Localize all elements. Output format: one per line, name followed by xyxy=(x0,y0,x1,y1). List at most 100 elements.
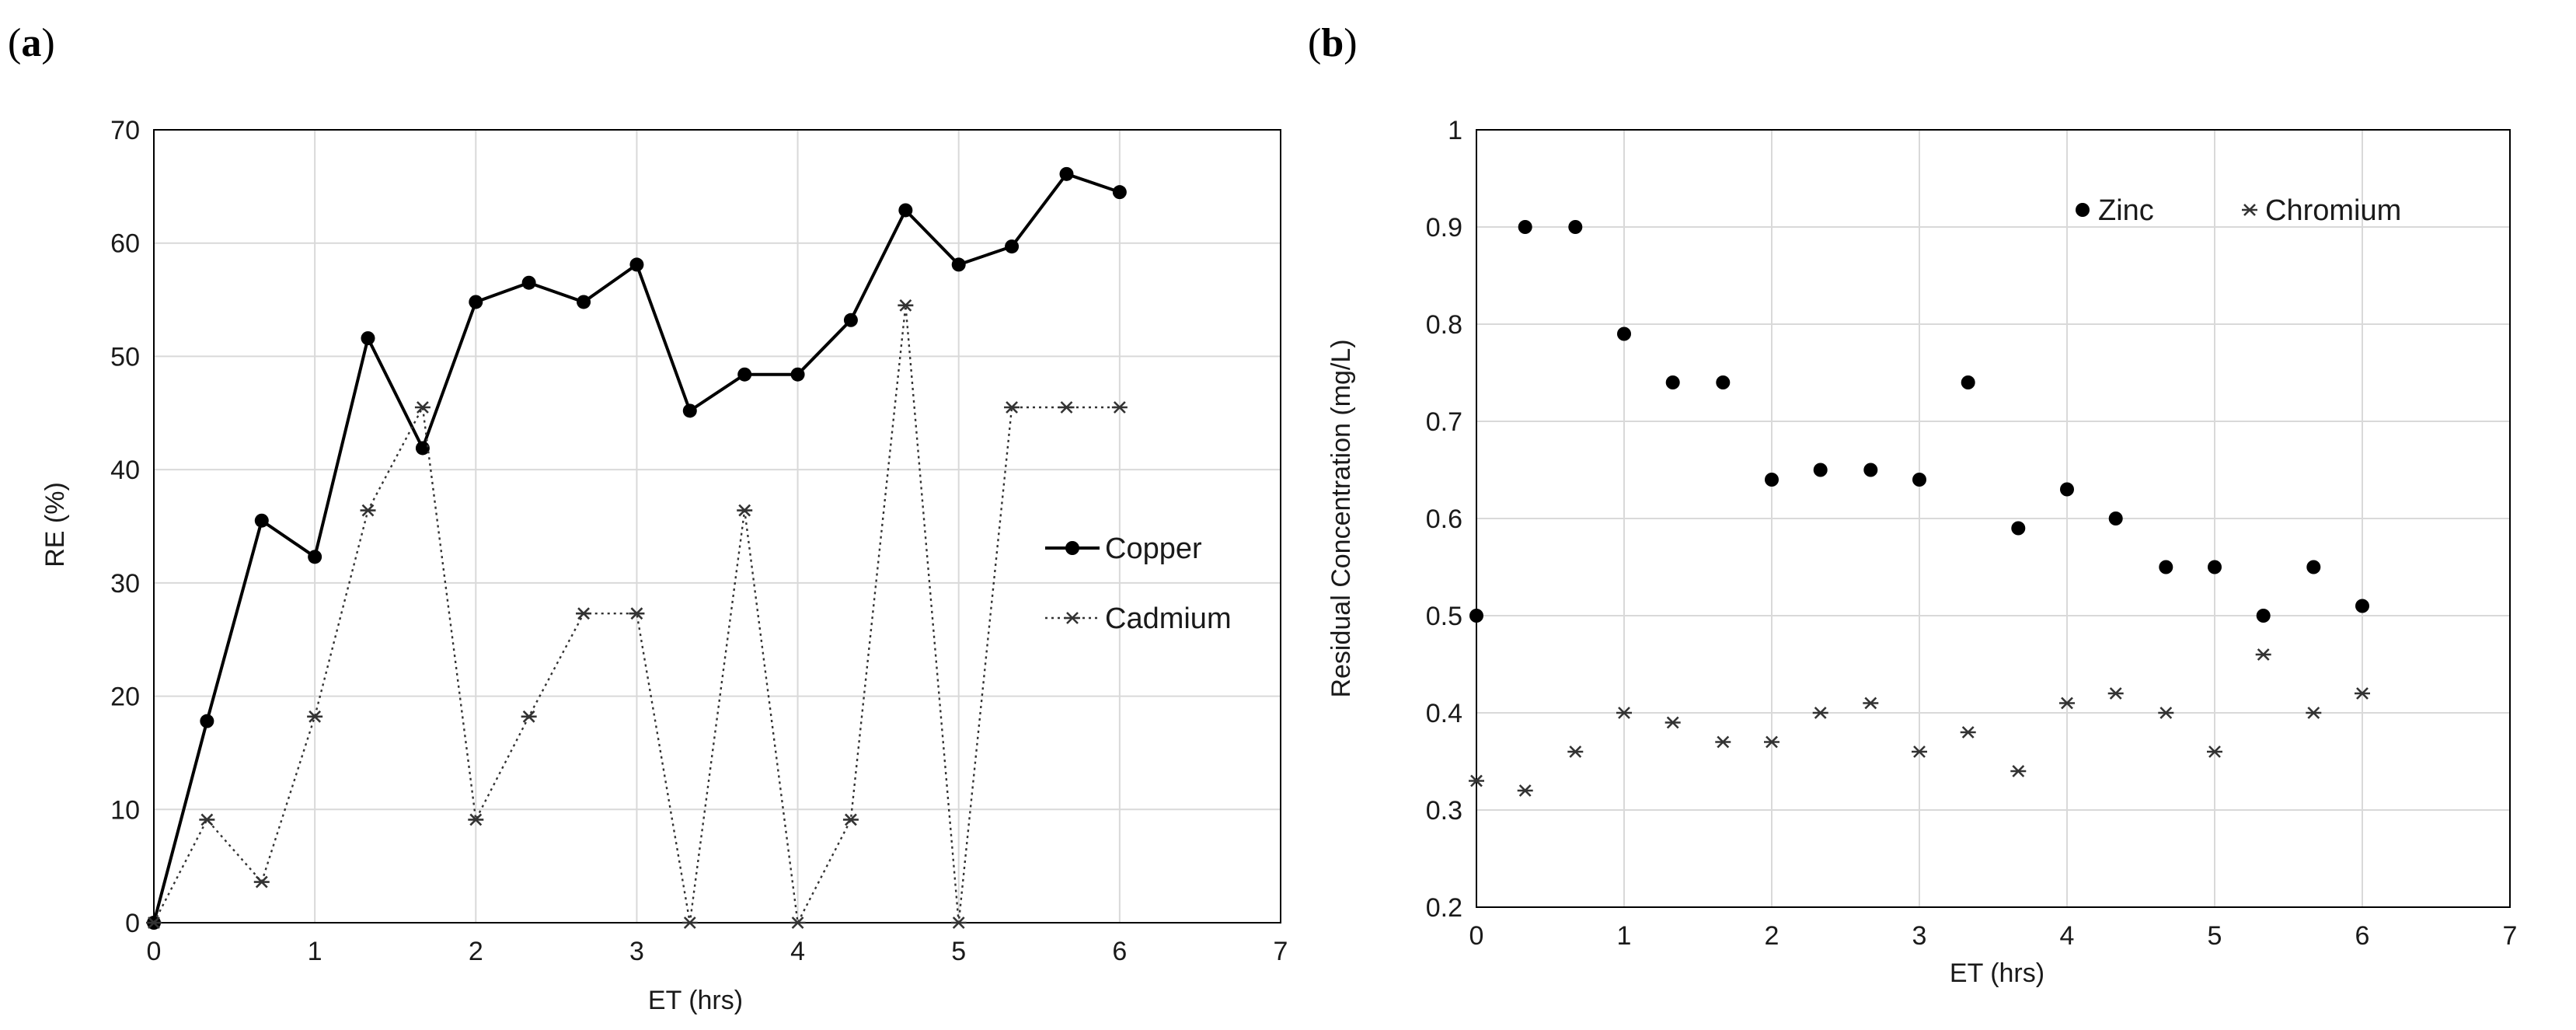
data-point-zinc xyxy=(1518,220,1532,234)
y-axis-label-a: RE (%) xyxy=(40,482,70,567)
data-point-cadmium xyxy=(307,710,323,723)
y-tick-label: 0.3 xyxy=(1426,796,1462,826)
x-tick-label: 4 xyxy=(2060,921,2075,951)
legend-marker-zinc xyxy=(2076,203,2090,217)
data-point-cadmium xyxy=(842,813,859,826)
data-point-cadmium xyxy=(1111,401,1128,414)
y-tick-label: 0.9 xyxy=(1426,213,1462,243)
y-tick-label: 1 xyxy=(1448,116,1462,145)
data-point-cadmium xyxy=(360,504,376,517)
x-tick-label: 7 xyxy=(2503,921,2518,951)
series-chromium xyxy=(1469,648,2370,797)
data-point-chromium xyxy=(1469,774,1484,787)
data-point-copper xyxy=(1112,185,1127,200)
data-point-cadmium xyxy=(681,917,698,929)
series-cadmium xyxy=(146,299,1128,929)
data-point-cadmium xyxy=(253,875,270,889)
y-tick-label: 0.4 xyxy=(1426,699,1462,728)
data-point-copper xyxy=(521,275,536,290)
data-point-chromium xyxy=(2059,697,2075,710)
data-point-chromium xyxy=(2207,745,2222,758)
legend-item-chromium: Chromium xyxy=(2242,194,2401,227)
y-tick-label: 0.6 xyxy=(1426,505,1462,534)
data-point-cadmium xyxy=(199,813,215,826)
chart-panel-b: (b) 0 1 2 3 4 5 6 7 0.2 0.3 0.4 0.5 0.6 0.7 0.8 0.9 1 ET… xyxy=(1308,21,2517,988)
panel-b-label: (b) xyxy=(1308,21,1358,65)
data-point-copper xyxy=(469,295,483,309)
data-point-zinc xyxy=(2306,560,2321,574)
data-point-copper xyxy=(577,295,591,309)
data-point-zinc xyxy=(2355,599,2369,613)
x-tick-label: 0 xyxy=(147,937,162,966)
data-point-chromium xyxy=(1764,735,1779,749)
data-point-zinc xyxy=(2011,521,2026,536)
data-point-zinc xyxy=(1469,609,1483,623)
data-point-cadmium xyxy=(521,710,537,723)
y-tick-label: 70 xyxy=(110,116,140,145)
data-point-chromium xyxy=(1960,726,1976,738)
data-point-cadmium xyxy=(737,504,753,517)
legend-marker-cadmium xyxy=(1065,612,1080,624)
data-point-zinc xyxy=(2208,560,2222,574)
data-point-copper xyxy=(737,367,752,382)
data-point-chromium xyxy=(2355,687,2370,700)
legend-marker-copper xyxy=(1065,541,1079,555)
x-tick-label: 4 xyxy=(790,937,805,966)
data-point-cadmium xyxy=(950,917,967,929)
data-point-chromium xyxy=(2010,765,2027,777)
data-point-copper xyxy=(682,403,697,418)
data-point-cadmium xyxy=(468,813,484,826)
legend-label-cadmium: Cadmium xyxy=(1105,602,1232,635)
series-zinc xyxy=(1469,220,2369,623)
legend-b: Zinc Chromium xyxy=(2076,194,2401,227)
data-point-zinc xyxy=(1813,463,1828,477)
data-point-chromium xyxy=(1812,707,1828,719)
data-point-zinc xyxy=(2159,560,2173,574)
x-tick-label: 0 xyxy=(1469,921,1484,951)
data-point-zinc xyxy=(1765,473,1779,487)
legend-label-copper: Copper xyxy=(1105,532,1202,565)
y-tick-label: 0.7 xyxy=(1426,407,1462,437)
data-point-zinc xyxy=(2108,512,2123,525)
y-tick-label: 60 xyxy=(110,229,140,259)
y-tick-label: 20 xyxy=(110,683,140,712)
x-tick-label: 3 xyxy=(1912,921,1927,951)
data-point-chromium xyxy=(1912,745,1927,758)
data-point-zinc xyxy=(1617,326,1631,341)
x-tick-label: 5 xyxy=(2208,921,2222,951)
y-tick-label: 10 xyxy=(110,795,140,825)
tick-labels-b: 0 1 2 3 4 5 6 7 0.2 0.3 0.4 0.5 0.6 0.7 0.8 0.9 1 xyxy=(1426,116,2518,951)
data-point-cadmium xyxy=(629,607,645,620)
x-tick-label: 6 xyxy=(2355,921,2370,951)
grid-b xyxy=(1476,129,2511,908)
data-point-copper xyxy=(843,312,858,327)
data-point-zinc xyxy=(1716,375,1731,389)
y-axis-label-b: Residual Concentration (mg/L) xyxy=(1326,339,1356,697)
data-point-copper xyxy=(254,513,269,528)
y-tick-label: 0 xyxy=(125,909,140,938)
legend-a: Copper Cadmium xyxy=(1045,532,1232,635)
legend-label-chromium: Chromium xyxy=(2265,194,2401,227)
data-point-cadmium xyxy=(898,299,914,312)
y-tick-label: 0.8 xyxy=(1426,310,1462,340)
data-point-cadmium xyxy=(1058,401,1075,414)
data-point-chromium xyxy=(1616,707,1632,719)
series-a xyxy=(146,166,1128,930)
data-point-copper xyxy=(1005,239,1020,254)
legend-label-zinc: Zinc xyxy=(2098,194,2154,227)
data-point-chromium xyxy=(1567,745,1584,758)
x-tick-label: 2 xyxy=(469,937,483,966)
data-point-cadmium xyxy=(414,401,430,414)
data-point-zinc xyxy=(1961,375,1975,389)
data-point-cadmium xyxy=(790,917,806,929)
plot-frame-a xyxy=(153,129,1281,924)
plot-frame-b xyxy=(1476,129,2511,908)
data-point-copper xyxy=(361,331,375,346)
legend-item-copper: Copper xyxy=(1045,532,1202,565)
data-point-chromium xyxy=(2107,687,2124,700)
legend-item-cadmium: Cadmium xyxy=(1045,602,1232,635)
data-point-chromium xyxy=(2158,707,2174,719)
data-point-zinc xyxy=(1568,220,1583,234)
y-tick-label: 30 xyxy=(110,569,140,599)
data-point-cadmium xyxy=(576,607,592,620)
